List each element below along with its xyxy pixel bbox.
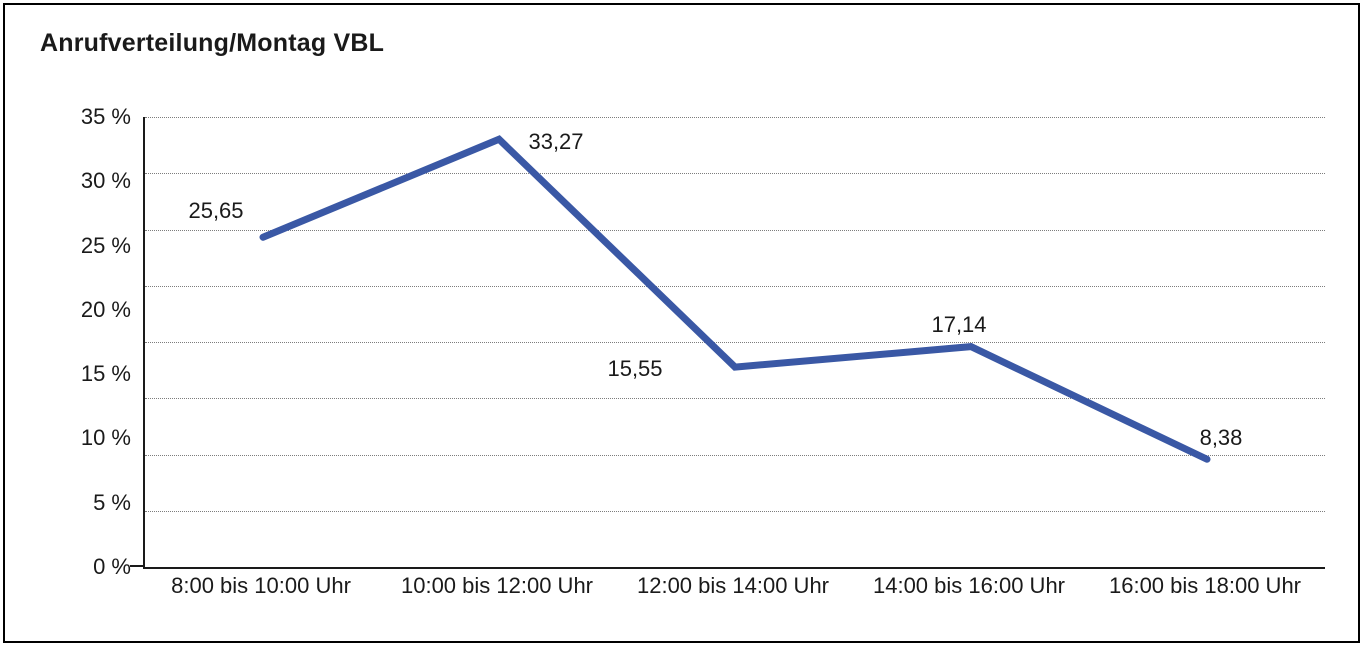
data-point-label: 25,65	[188, 198, 244, 224]
data-point-label: 33,27	[528, 129, 584, 155]
plot-area	[143, 117, 1325, 569]
x-tick-label: 10:00 bis 12:00 Uhr	[400, 573, 594, 598]
zero-tick	[130, 565, 143, 567]
y-tick-label: 35 %	[80, 104, 131, 129]
y-tick-label: 15 %	[80, 361, 131, 387]
x-tick-label: 16:00 bis 18:00 Uhr	[1108, 573, 1302, 598]
y-tick-label: 5 %	[93, 489, 131, 515]
data-point-label: 15,55	[607, 356, 663, 382]
data-point-label: 8,38	[1199, 425, 1243, 451]
x-tick-label: 8:00 bis 10:00 Uhr	[171, 573, 351, 598]
gridline	[145, 229, 1325, 231]
line-series-svg	[259, 135, 1211, 463]
y-tick-label: 20 %	[80, 296, 131, 322]
gridline	[145, 117, 1325, 118]
gridline	[145, 454, 1325, 456]
series-line	[259, 135, 1211, 463]
gridline	[145, 285, 1325, 287]
y-tick-label: 10 %	[80, 425, 131, 451]
gridline	[145, 173, 1325, 175]
data-point-label: 17,14	[931, 311, 987, 337]
gridline	[145, 510, 1325, 512]
gridline	[145, 342, 1325, 343]
x-tick-label: 12:00 bis 14:00 Uhr	[636, 573, 830, 598]
x-tick-label: 14:00 bis 16:00 Uhr	[872, 573, 1066, 598]
y-tick-label: 0 %	[93, 554, 131, 579]
y-tick-label: 30 %	[80, 168, 131, 194]
y-tick-label: 25 %	[80, 232, 131, 258]
gridline	[145, 398, 1325, 400]
chart-title: Anrufverteilung/Montag VBL	[40, 29, 385, 57]
